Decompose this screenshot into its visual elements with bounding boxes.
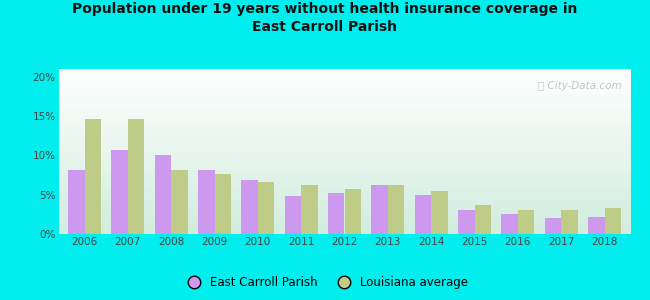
Bar xyxy=(545,218,561,234)
Bar xyxy=(214,174,231,234)
Bar xyxy=(128,118,144,234)
Bar xyxy=(604,208,621,234)
Bar xyxy=(458,210,474,234)
Bar xyxy=(561,210,578,234)
Bar xyxy=(328,193,344,234)
Bar xyxy=(518,210,534,234)
Text: ⓘ City-Data.com: ⓘ City-Data.com xyxy=(538,80,622,91)
Bar xyxy=(241,180,258,234)
Bar xyxy=(588,217,604,234)
Bar xyxy=(344,189,361,234)
Bar xyxy=(285,196,301,234)
Bar xyxy=(474,205,491,234)
Bar xyxy=(258,182,274,234)
Bar xyxy=(431,191,448,234)
Bar xyxy=(111,150,128,234)
Text: Population under 19 years without health insurance coverage in
East Carroll Pari: Population under 19 years without health… xyxy=(72,2,578,34)
Legend: East Carroll Parish, Louisiana average: East Carroll Parish, Louisiana average xyxy=(177,272,473,294)
Bar xyxy=(171,169,188,234)
Bar xyxy=(84,119,101,234)
Bar xyxy=(371,185,388,234)
Bar xyxy=(68,170,84,234)
Bar xyxy=(501,214,518,234)
Bar xyxy=(155,155,171,234)
Bar xyxy=(388,184,404,234)
Bar xyxy=(301,185,318,234)
Bar xyxy=(198,170,214,234)
Bar xyxy=(415,195,431,234)
